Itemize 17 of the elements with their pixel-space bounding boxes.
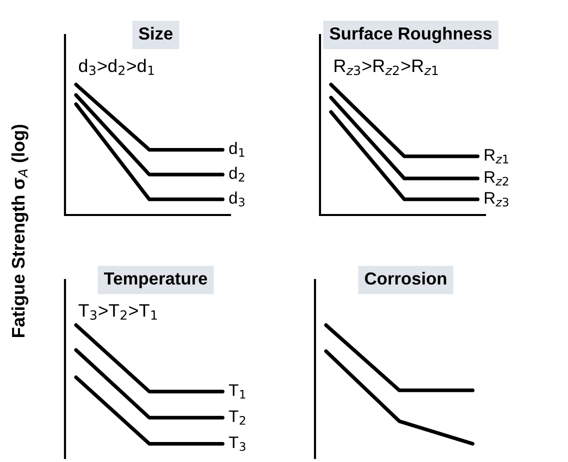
text: R$_{z3}$>R$_{z2}$>R$_{z1}$	[334, 60, 438, 76]
series-label: R$_{z3}$	[484, 192, 508, 207]
series-label: T$_{2}$	[228, 410, 246, 425]
chart-title: Temperature	[104, 272, 208, 288]
y-axis-title: Fatigue Strength σ$_{A}$ (log)	[11, 124, 28, 337]
series-label: R$_{z1}$	[484, 149, 508, 164]
series-label: T$_{3}$	[228, 436, 246, 451]
text: T$_{3}$>T$_{2}$>T$_{1}$	[78, 304, 157, 320]
series-label: R$_{z2}$	[484, 171, 508, 186]
series-label: d$_{2}$	[229, 166, 244, 182]
text: d$_{3}$>d$_{2}$>d$_{1}$	[78, 58, 154, 76]
series-label: d$_{1}$	[229, 142, 244, 157]
chart-title: Surface Roughness	[330, 26, 492, 44]
chart-title: Corrosion	[364, 272, 446, 285]
chart-title: Size	[138, 26, 173, 40]
series-label: T$_{1}$	[228, 384, 246, 399]
series-label: d$_{3}$	[229, 191, 244, 206]
